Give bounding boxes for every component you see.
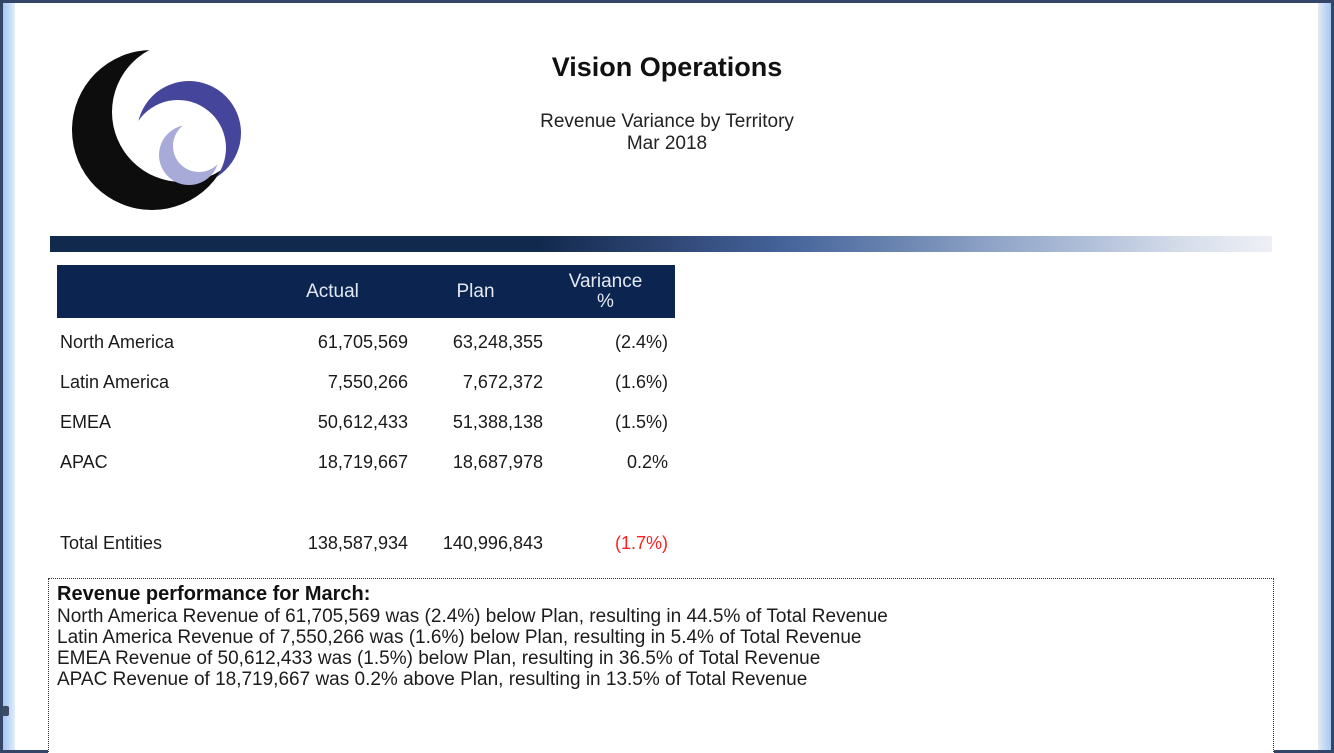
actual-value: 7,550,266 [327, 371, 408, 392]
table-total-row: Total Entities 138,587,934 140,996,843 (… [57, 523, 675, 563]
right-scrollbar-strip [1318, 3, 1331, 750]
artifact-mark [2, 706, 9, 716]
column-header-actual: Actual [306, 280, 359, 302]
variance-value: (2.4%) [614, 331, 668, 352]
vision-operations-logo [72, 50, 241, 210]
table-row: Latin America 7,550,266 7,672,372 (1.6%) [57, 362, 675, 402]
revenue-summary-box: Revenue performance for March: North Ame… [48, 578, 1274, 753]
plan-value: 18,687,978 [452, 451, 543, 472]
column-header-variance: Variance % [568, 270, 643, 312]
total-plan-value: 140,996,843 [442, 532, 543, 553]
territory-label: Latin America [60, 371, 170, 392]
plan-value: 7,672,372 [462, 371, 543, 392]
revenue-variance-table: Actual Plan Variance % North America 61,… [57, 265, 675, 563]
variance-value: (1.6%) [614, 371, 668, 392]
table-row: APAC 18,719,667 18,687,978 0.2% [57, 442, 675, 482]
variance-value: (1.5%) [614, 411, 668, 432]
table-row: North America 61,705,569 63,248,355 (2.4… [57, 322, 675, 362]
page-title: Vision Operations [551, 52, 783, 82]
actual-value: 18,719,667 [317, 451, 408, 472]
column-header-plan: Plan [456, 280, 495, 302]
territory-label: North America [60, 331, 175, 352]
total-variance-value: (1.7%) [614, 532, 668, 553]
variance-value: 0.2% [626, 451, 668, 472]
actual-value: 50,612,433 [317, 411, 408, 432]
summary-line-apac: APAC Revenue of 18,719,667 was 0.2% abov… [57, 669, 808, 690]
divider-gradient-bar [50, 236, 1272, 252]
territory-label: EMEA [60, 411, 112, 432]
plan-value: 63,248,355 [452, 331, 543, 352]
summary-line-north-america: North America Revenue of 61,705,569 was … [57, 606, 888, 627]
table-row: EMEA 50,612,433 51,388,138 (1.5%) [57, 402, 675, 442]
summary-line-latin-america: Latin America Revenue of 7,550,266 was (… [57, 627, 862, 648]
table-header-row: Actual Plan Variance % [57, 265, 675, 318]
territory-label: APAC [60, 451, 108, 472]
summary-title: Revenue performance for March: [57, 583, 371, 605]
plan-value: 51,388,138 [452, 411, 543, 432]
actual-value: 61,705,569 [317, 331, 408, 352]
table-body: North America 61,705,569 63,248,355 (2.4… [57, 322, 675, 563]
report-period: Mar 2018 [626, 133, 708, 154]
page-subtitle: Revenue Variance by Territory [540, 111, 794, 132]
left-scrollbar-strip [2, 3, 15, 750]
total-actual-value: 138,587,934 [307, 532, 408, 553]
total-label: Total Entities [60, 532, 163, 553]
summary-line-emea: EMEA Revenue of 50,612,433 was (1.5%) be… [57, 648, 821, 669]
